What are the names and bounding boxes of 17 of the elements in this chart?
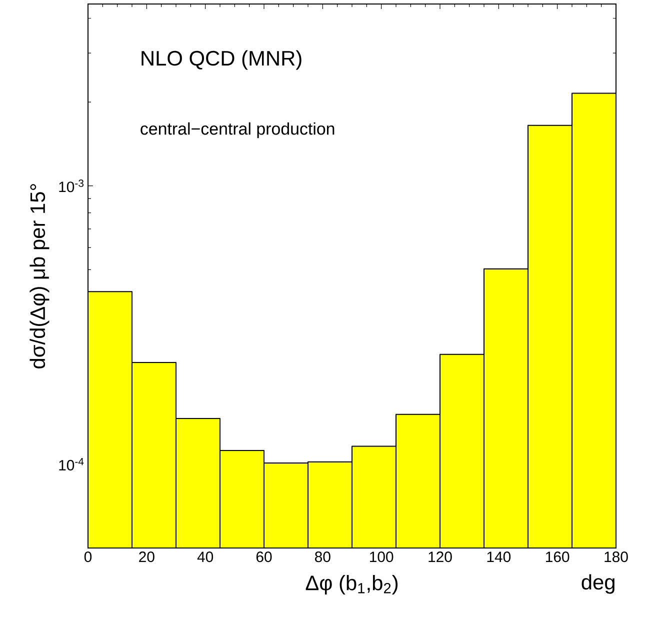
y-tick-label: 10$^{-3}$ xyxy=(59,180,84,192)
x-tick-label: 120 xyxy=(428,552,452,562)
x-tick-label: 0 xyxy=(84,552,92,562)
annotation: NLO QCD (MNR) xyxy=(142,50,302,70)
x-axis-title: Δφ (b$_{1}$,b$_{2}$) xyxy=(306,574,398,594)
x-tick-label: 60 xyxy=(256,552,272,562)
x-tick-label: 160 xyxy=(546,552,570,562)
y-axis-title: dσ/d(Δφ) μb per 15° xyxy=(30,184,50,368)
x-tick-label: 140 xyxy=(487,552,511,562)
x-tick-label: 40 xyxy=(197,552,214,562)
x-tick-label: 80 xyxy=(315,552,330,562)
text: deg xyxy=(582,574,614,594)
annotation: central−central production xyxy=(140,122,334,138)
y-tick-label: 10$^{-4}$ xyxy=(59,458,84,470)
x-tick-label: 180 xyxy=(604,552,628,562)
x-tick-label: 20 xyxy=(139,552,154,562)
x-tick-label: 100 xyxy=(370,552,394,562)
